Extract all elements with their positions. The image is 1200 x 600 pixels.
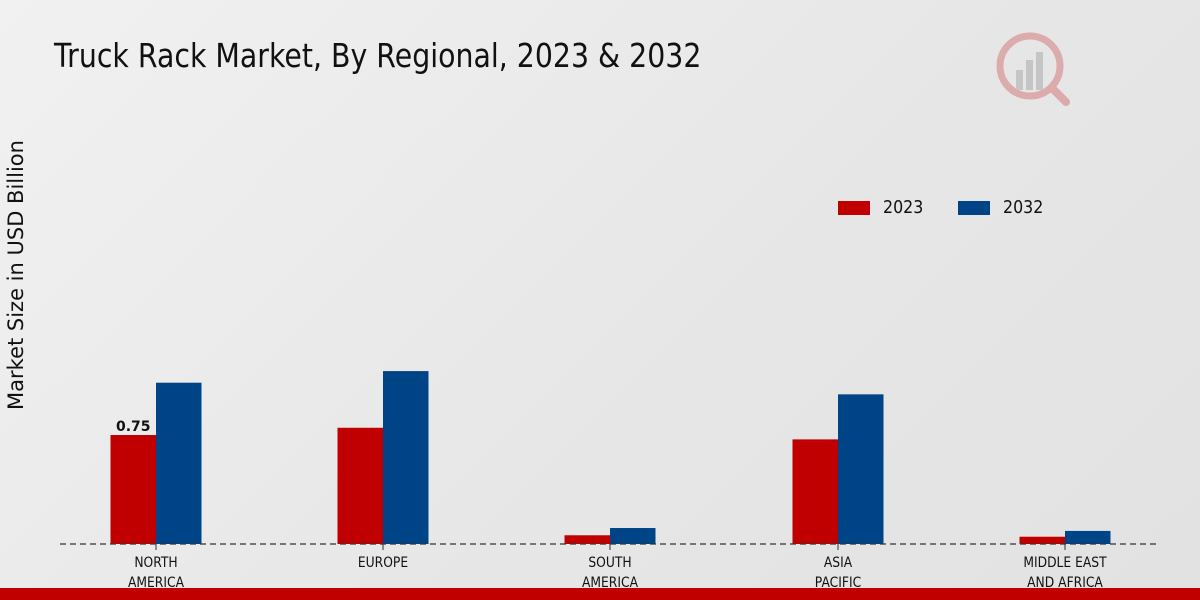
- legend-item-2032: 2032: [958, 197, 1049, 218]
- chart-title: Truck Rack Market, By Regional, 2023 & 2…: [54, 36, 702, 75]
- x-tick-label: MIDDLE EAST: [1023, 555, 1107, 571]
- x-tick-label: ASIA: [824, 555, 852, 571]
- bar-2032-middle-east-and-africa: [1065, 530, 1111, 544]
- bar-2032-europe: [383, 371, 429, 544]
- data-label: 0.75: [116, 419, 151, 435]
- bar-2023-asia-pacific: [792, 439, 838, 544]
- bar-2023-middle-east-and-africa: [1019, 536, 1065, 544]
- bar-2032-asia-pacific: [838, 394, 884, 544]
- x-tick-label: SOUTH: [588, 555, 631, 571]
- legend-swatch-2023: [838, 200, 870, 215]
- x-tick-label: PACIFIC: [815, 575, 861, 591]
- legend-label-2032: 2032: [1003, 197, 1044, 218]
- legend-swatch-2032: [958, 200, 990, 215]
- bar-2023-north-america: [110, 435, 156, 544]
- x-tick-label: EUROPE: [358, 555, 408, 571]
- x-tick-label: AMERICA: [582, 575, 638, 591]
- bar-2023-europe: [337, 427, 383, 544]
- x-tick-label: AND AFRICA: [1027, 575, 1103, 591]
- bar-2032-south-america: [610, 528, 656, 544]
- legend-label-2023: 2023: [883, 197, 924, 218]
- legend-item-2023: 2023: [838, 197, 929, 218]
- watermark-logo-icon: [996, 32, 1070, 106]
- footer-bar: [0, 588, 1200, 600]
- bar-2032-north-america: [156, 382, 202, 544]
- x-tick-label: AMERICA: [128, 575, 184, 591]
- bar-2023-south-america: [564, 535, 610, 544]
- x-tick-label: NORTH: [134, 555, 177, 571]
